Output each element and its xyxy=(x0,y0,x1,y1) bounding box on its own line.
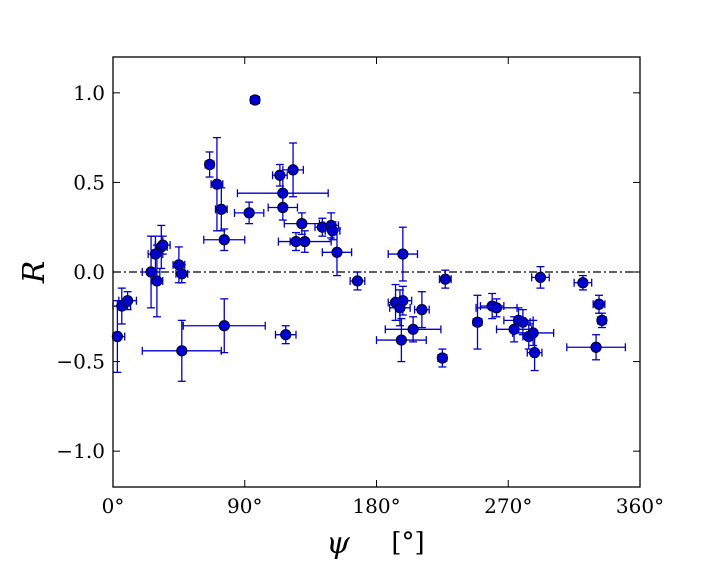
data-point xyxy=(384,316,442,343)
data-point xyxy=(249,94,261,106)
data-point xyxy=(214,187,228,232)
x-axis-unit-label: [°] xyxy=(391,528,424,558)
data-marker xyxy=(397,295,409,307)
data-point xyxy=(203,228,246,252)
data-marker xyxy=(395,334,407,346)
y-tick-label: 0.0 xyxy=(73,260,105,284)
data-point xyxy=(282,142,304,198)
data-marker xyxy=(577,277,589,289)
data-marker xyxy=(151,275,163,287)
data-point xyxy=(267,194,299,221)
data-marker xyxy=(243,207,255,219)
data-marker xyxy=(596,314,608,326)
data-point xyxy=(471,294,484,350)
data-points-layer xyxy=(111,94,627,382)
data-point xyxy=(118,291,138,311)
y-tick-label: 1.0 xyxy=(73,81,105,105)
x-axis-label-group: ψ [°] xyxy=(326,526,424,561)
data-point xyxy=(277,230,332,253)
data-marker xyxy=(299,235,311,248)
data-point xyxy=(526,334,543,372)
x-tick-label: 360° xyxy=(616,494,664,518)
data-marker xyxy=(249,94,261,106)
data-marker xyxy=(215,203,227,215)
data-marker xyxy=(296,218,308,230)
data-marker xyxy=(593,298,605,310)
y-axis-label: R xyxy=(17,261,52,285)
data-point xyxy=(375,317,427,363)
data-marker xyxy=(176,268,188,280)
data-point xyxy=(274,325,297,345)
x-tick-label: 90° xyxy=(227,494,262,518)
data-point xyxy=(438,269,452,289)
data-point xyxy=(349,271,366,291)
data-marker xyxy=(122,295,134,307)
data-point xyxy=(150,244,164,318)
data-marker xyxy=(490,302,503,314)
data-marker xyxy=(436,352,448,364)
ticks-layer: 0° 90° 180° 270° 360° 1.0 0.5 0.0 −0.5 −1.0 xyxy=(56,57,664,518)
data-point xyxy=(413,291,430,329)
data-marker xyxy=(439,273,451,285)
y-tick-label: −1.0 xyxy=(56,439,105,463)
data-marker xyxy=(211,178,223,190)
data-point xyxy=(175,264,189,284)
data-point xyxy=(387,226,419,282)
data-marker xyxy=(416,304,428,316)
data-marker xyxy=(471,316,484,328)
data-marker xyxy=(590,341,602,353)
data-point xyxy=(111,300,126,373)
data-point xyxy=(182,298,266,354)
data-point xyxy=(514,308,531,336)
data-marker xyxy=(351,275,364,287)
x-axis-label: ψ xyxy=(326,526,350,561)
x-tick-label: 180° xyxy=(352,494,400,518)
data-point xyxy=(233,201,265,225)
data-marker xyxy=(157,239,169,251)
x-tick-label: 270° xyxy=(484,494,532,518)
data-marker xyxy=(204,158,216,171)
data-marker xyxy=(397,248,409,260)
data-point xyxy=(531,265,550,289)
y-tick-label: 0.5 xyxy=(73,170,105,194)
data-point xyxy=(511,319,555,347)
data-point xyxy=(141,319,222,382)
data-point xyxy=(204,151,216,178)
data-marker xyxy=(280,329,292,341)
data-point xyxy=(393,285,413,316)
data-point xyxy=(566,334,627,361)
data-marker xyxy=(111,330,123,343)
data-point xyxy=(573,274,593,291)
data-point xyxy=(321,228,353,277)
y-tick-label: −0.5 xyxy=(56,350,105,374)
data-marker xyxy=(287,164,299,176)
data-point xyxy=(324,221,341,241)
data-point xyxy=(436,348,448,368)
data-point xyxy=(154,235,171,255)
data-marker xyxy=(407,323,419,335)
data-point xyxy=(210,136,224,232)
data-marker xyxy=(176,345,188,357)
data-point xyxy=(592,294,606,314)
data-marker xyxy=(527,327,539,339)
data-marker xyxy=(508,323,520,335)
x-tick-label: 0° xyxy=(102,494,125,518)
data-marker xyxy=(218,320,230,332)
data-marker xyxy=(517,316,529,328)
data-marker xyxy=(218,234,230,246)
data-point xyxy=(596,312,608,329)
data-marker xyxy=(534,271,547,283)
data-point xyxy=(475,298,518,318)
data-marker xyxy=(277,201,289,214)
data-marker xyxy=(326,225,339,237)
data-marker xyxy=(528,347,541,359)
data-marker xyxy=(331,246,343,258)
